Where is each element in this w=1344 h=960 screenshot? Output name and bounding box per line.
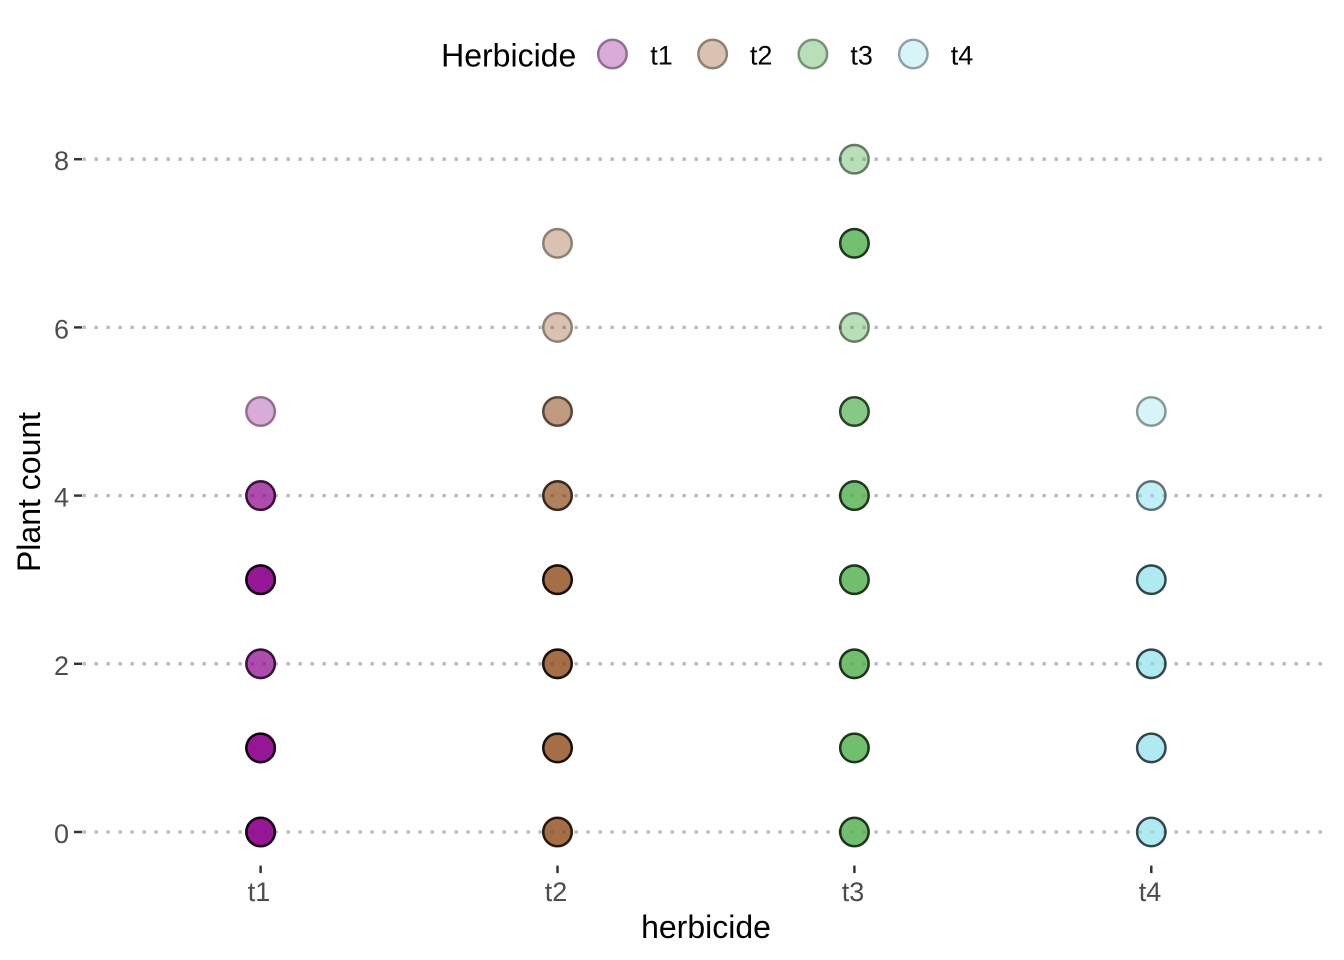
svg-text:Herbicide: Herbicide (441, 38, 576, 74)
svg-text:t1: t1 (248, 877, 271, 907)
svg-text:t3: t3 (842, 877, 865, 907)
svg-text:Plant count: Plant count (11, 412, 47, 572)
svg-text:t2: t2 (750, 41, 773, 71)
svg-text:2: 2 (54, 651, 69, 681)
svg-text:0: 0 (54, 819, 69, 849)
svg-text:herbicide: herbicide (641, 909, 771, 945)
svg-text:8: 8 (54, 146, 69, 176)
svg-text:t2: t2 (545, 877, 568, 907)
svg-text:4: 4 (54, 483, 69, 513)
svg-text:t3: t3 (850, 41, 873, 71)
svg-text:t4: t4 (1139, 877, 1162, 907)
svg-text:t4: t4 (951, 41, 974, 71)
svg-text:6: 6 (54, 314, 69, 344)
svg-text:t1: t1 (650, 41, 673, 71)
